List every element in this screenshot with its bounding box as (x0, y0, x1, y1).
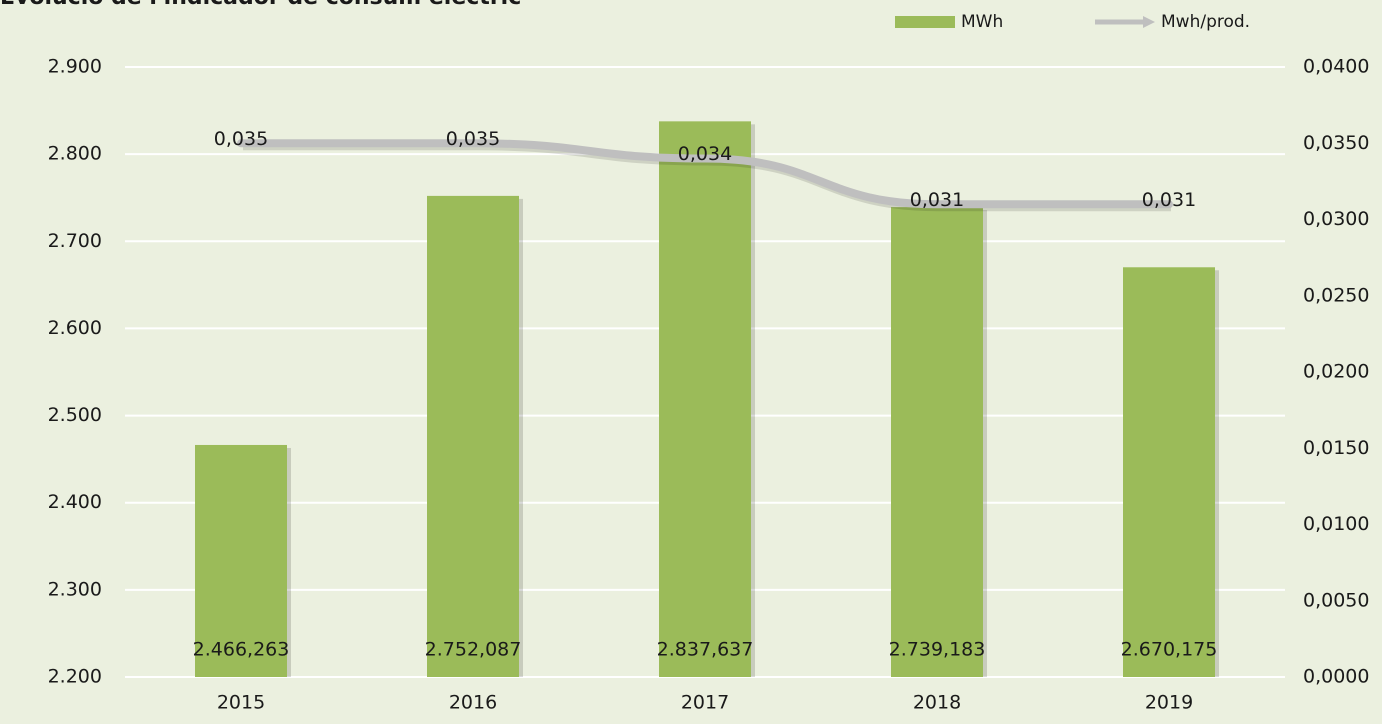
y-tick-label: 2.900 (48, 56, 102, 78)
bar (195, 444, 287, 677)
x-tick-label: 2019 (1145, 692, 1193, 714)
y2-tick-label: 0,0100 (1303, 513, 1369, 535)
y2-tick-label: 0,0250 (1303, 284, 1369, 306)
x-tick-label: 2016 (449, 692, 497, 714)
data-label: 0,035 (446, 128, 500, 150)
chart-title: Evolució de l'indicador de consum elèctr… (0, 0, 521, 10)
legend-label: MWh (961, 12, 1003, 32)
y-tick-label: 2.700 (48, 230, 102, 252)
line (237, 139, 1173, 209)
bar (427, 195, 519, 677)
y-tick-label: 2.200 (48, 666, 102, 688)
legend-arrow (1143, 16, 1155, 28)
data-label: 2.670,175 (1121, 639, 1218, 661)
y2-tick-label: 0,0350 (1303, 132, 1369, 154)
data-label: 2.837,637 (657, 639, 754, 661)
data-label: 2.739,183 (889, 639, 986, 661)
data-label: 0,031 (910, 189, 964, 211)
y2-tick-label: 0,0300 (1303, 208, 1369, 230)
bar (891, 207, 983, 677)
bar (1123, 267, 1215, 677)
data-label: 2.752,087 (425, 639, 522, 661)
y2-tick-label: 0,0050 (1303, 589, 1369, 611)
x-tick-label: 2018 (913, 692, 961, 714)
y-tick-label: 2.300 (48, 578, 102, 600)
data-label: 0,034 (678, 143, 732, 165)
y-tick-label: 2.500 (48, 404, 102, 426)
y-tick-label: 2.400 (48, 491, 102, 513)
legend-label: Mwh/prod. (1161, 12, 1250, 32)
data-label: 0,035 (214, 128, 268, 150)
y-tick-label: 2.600 (48, 317, 102, 339)
y2-tick-label: 0,0000 (1303, 666, 1369, 688)
y2-tick-label: 0,0400 (1303, 56, 1369, 78)
bar (659, 121, 751, 677)
data-label: 0,031 (1142, 189, 1196, 211)
legend-swatch (895, 16, 955, 28)
y-tick-label: 2.800 (48, 143, 102, 165)
y2-tick-label: 0,0200 (1303, 361, 1369, 383)
x-tick-label: 2017 (681, 692, 729, 714)
y2-tick-label: 0,0150 (1303, 437, 1369, 459)
data-label: 2.466,263 (193, 639, 290, 661)
x-tick-label: 2015 (217, 692, 265, 714)
